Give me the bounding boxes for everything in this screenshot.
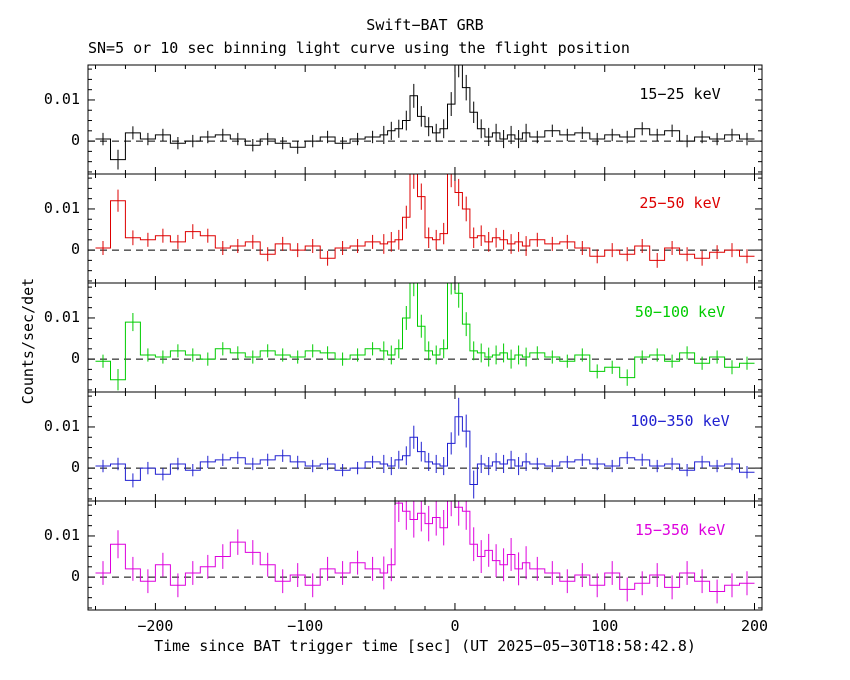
y-tick-label: 0.01 bbox=[43, 89, 80, 108]
y-tick-label: 0 bbox=[70, 131, 80, 150]
lightcurve-series-2 bbox=[95, 283, 755, 391]
y-tick-label: 0.01 bbox=[43, 525, 80, 544]
band-label-100-350-kev: 100−350 keV bbox=[630, 412, 730, 430]
chart-subtitle: SN=5 or 10 sec binning light curve using… bbox=[88, 39, 630, 57]
chart-title: Swift−BAT GRB bbox=[366, 16, 484, 34]
band-label-15-350-kev: 15−350 keV bbox=[634, 521, 726, 539]
x-tick-label: 200 bbox=[740, 617, 769, 635]
y-tick-label: 0.01 bbox=[43, 416, 80, 435]
band-label-50-100-kev: 50−100 keV bbox=[634, 303, 726, 321]
lightcurve-series-0 bbox=[95, 65, 755, 170]
x-tick-label: −100 bbox=[287, 617, 324, 635]
y-tick-label: 0 bbox=[70, 240, 80, 259]
y-tick-label: 0.01 bbox=[43, 198, 80, 217]
x-tick-label: 0 bbox=[450, 617, 460, 635]
y-tick-label: 0 bbox=[70, 349, 80, 368]
y-tick-label: 0.01 bbox=[43, 307, 80, 326]
y-tick-label: 0 bbox=[70, 458, 80, 477]
y-tick-label: 0 bbox=[70, 567, 80, 586]
x-tick-label: −200 bbox=[137, 617, 174, 635]
band-label-25-50-kev: 25−50 keV bbox=[639, 194, 721, 212]
lightcurve-series-4 bbox=[95, 501, 755, 604]
x-axis-label: Time since BAT trigger time [sec] (UT 20… bbox=[154, 637, 696, 655]
lightcurve-series-3 bbox=[95, 397, 755, 499]
lightcurve-series-1 bbox=[95, 174, 755, 268]
band-label-15-25-kev: 15−25 keV bbox=[639, 85, 721, 103]
x-tick-label: 100 bbox=[591, 617, 619, 635]
